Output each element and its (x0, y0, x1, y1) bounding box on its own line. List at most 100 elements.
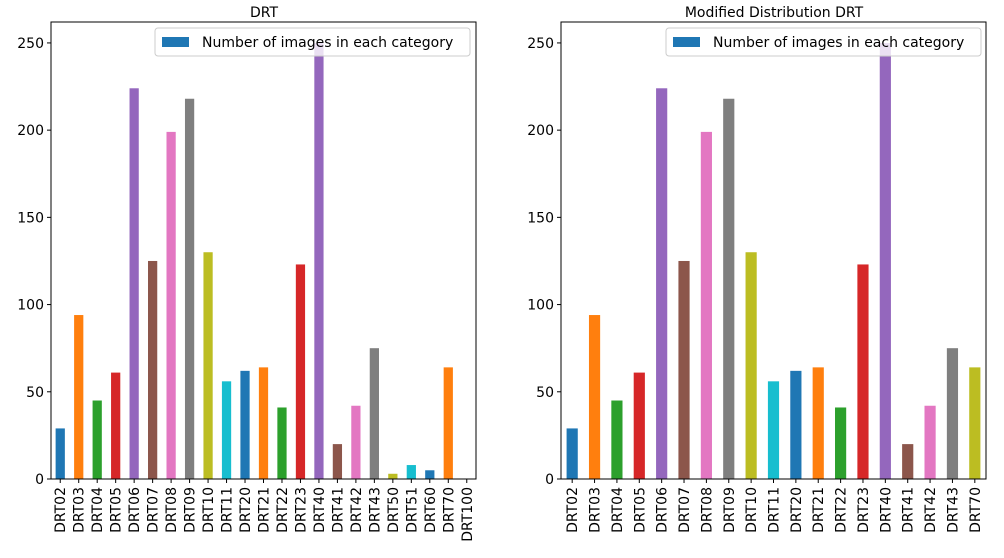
legend-label: Number of images in each category (202, 35, 453, 51)
bar-drt23 (857, 264, 869, 479)
chart-drt: DRT 0 50 100 150 200 250 DRT02 DRT03 DRT04 DRT05… (17, 5, 477, 542)
bar-drt07 (148, 260, 158, 479)
bar-drt42 (924, 405, 936, 479)
x-tick-label: DRT11 (220, 487, 236, 533)
bar-drt40 (314, 42, 324, 480)
legend-box (154, 27, 471, 57)
bar-drt08 (166, 131, 176, 479)
x-tick-label: DRT09 (183, 487, 199, 533)
bar-drt41 (902, 444, 914, 479)
x-tick-label: DRT10 (201, 487, 217, 533)
legend-box (665, 27, 982, 57)
x-axis: DRT02 DRT03 DRT04 DRT05 DRT06 DRT07 DRT08 DRT09… (565, 479, 984, 533)
x-tick-label: DRT07 (146, 487, 162, 533)
x-tick-label: DRT02 (565, 487, 581, 533)
bar-drt02 (55, 428, 65, 479)
bar-drt11 (221, 381, 232, 479)
y-tick-label: 50 (536, 385, 554, 401)
y-tick-label: 0 (35, 472, 44, 488)
x-tick-label: DRT03 (72, 487, 88, 533)
legend-swatch (673, 37, 700, 47)
bar-drt06 (656, 88, 668, 479)
bar-drt03 (74, 315, 84, 479)
x-tick-label: DRT06 (127, 487, 143, 533)
y-axis: 0 50 100 150 200 250 (527, 36, 561, 488)
x-tick-label: DRT42 (349, 487, 365, 533)
legend-label: Number of images in each category (713, 35, 964, 51)
bar-drt09 (723, 98, 735, 479)
bar-drt20 (790, 370, 802, 479)
bar-drt43 (369, 348, 379, 479)
x-tick-label: DRT51 (404, 487, 420, 533)
bar-drt11 (767, 381, 780, 479)
legend: Number of images in each category (665, 27, 982, 57)
chart-modified-distribution-drt: Modified Distribution DRT 0 50 100 150 200 25… (527, 5, 987, 533)
x-tick-label: DRT22 (834, 487, 850, 533)
x-tick-label: DRT43 (945, 487, 961, 533)
x-tick-label: DRT11 (767, 487, 783, 533)
legend: Number of images in each category (154, 27, 471, 57)
y-tick-label: 150 (527, 210, 554, 226)
x-tick-label: DRT23 (293, 487, 309, 533)
x-tick-label: DRT70 (441, 487, 457, 533)
x-tick-label: DRT40 (312, 487, 328, 533)
y-tick-label: 100 (527, 298, 554, 314)
x-tick-label: DRT08 (699, 487, 715, 533)
bar-drt06 (129, 88, 139, 479)
bar-drt09 (184, 98, 195, 479)
x-tick-label: DRT09 (722, 487, 738, 533)
x-tick-label: DRT20 (238, 487, 254, 533)
bar-drt21 (812, 367, 824, 479)
x-tick-label: DRT10 (744, 487, 760, 533)
x-tick-label: DRT08 (164, 487, 180, 533)
x-tick-label: DRT03 (588, 487, 604, 533)
x-tick-label: DRT05 (632, 487, 648, 533)
y-tick-label: 200 (17, 123, 44, 139)
x-tick-label: DRT05 (109, 487, 125, 533)
bar-drt03 (588, 315, 601, 479)
y-tick-label: 0 (545, 472, 554, 488)
bar-drt07 (678, 260, 690, 479)
x-tick-label: DRT50 (386, 487, 402, 533)
bar-drt05 (633, 372, 645, 479)
x-tick-label: DRT07 (677, 487, 693, 533)
bar-drt10 (745, 252, 757, 479)
x-tick-label: DRT20 (789, 487, 805, 533)
bar-drt05 (111, 372, 121, 479)
x-tick-label: DRT41 (330, 487, 346, 533)
bar-drt60 (425, 470, 435, 479)
chart-title: DRT (250, 5, 278, 21)
y-tick-label: 100 (17, 298, 44, 314)
bar-drt40 (879, 42, 891, 480)
x-tick-label: DRT60 (423, 487, 439, 533)
bar-drt20 (240, 370, 250, 479)
y-tick-label: 250 (527, 36, 554, 52)
legend-swatch (162, 37, 189, 47)
x-tick-label: DRT23 (856, 487, 872, 533)
x-tick-label: DRT41 (901, 487, 917, 533)
bars-group (566, 42, 981, 480)
x-tick-label: DRT02 (53, 487, 69, 533)
bar-drt70 (969, 367, 981, 479)
x-tick-label: DRT70 (968, 487, 984, 533)
bar-drt23 (295, 264, 306, 479)
bar-drt22 (277, 407, 287, 479)
bar-drt08 (700, 131, 712, 479)
x-tick-label: DRT42 (923, 487, 939, 533)
x-tick-label: DRT21 (811, 487, 827, 533)
y-tick-label: 250 (17, 36, 44, 52)
y-tick-label: 150 (17, 210, 44, 226)
bar-drt04 (92, 400, 102, 479)
x-tick-label: DRT21 (257, 487, 273, 533)
chart-title: Modified Distribution DRT (685, 5, 864, 21)
x-tick-label: DRT04 (90, 487, 106, 533)
bar-drt21 (258, 367, 269, 479)
x-axis: DRT02 DRT03 DRT04 DRT05 DRT06 DRT07 DRT08 DRT09… (53, 479, 476, 542)
y-tick-label: 200 (527, 123, 554, 139)
x-tick-label: DRT06 (655, 487, 671, 533)
bar-drt02 (566, 428, 578, 479)
bar-drt50 (388, 473, 398, 479)
bar-drt70 (443, 367, 453, 479)
bar-drt51 (406, 465, 416, 479)
